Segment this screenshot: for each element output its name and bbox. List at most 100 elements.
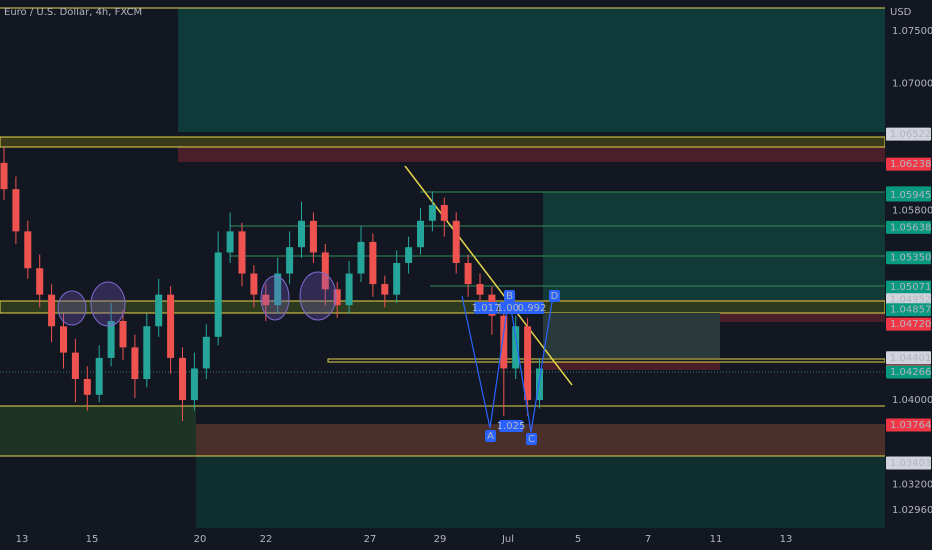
ratio-box — [474, 302, 498, 314]
price-badge-label: 1.04952 — [890, 295, 931, 306]
candle-body — [250, 273, 258, 295]
ratio-box — [520, 302, 544, 314]
time-label: 13 — [16, 534, 29, 545]
price-badge — [886, 188, 931, 202]
candles — [0, 147, 543, 422]
candle-body — [95, 357, 103, 395]
candle-body — [274, 273, 282, 306]
candle-body — [369, 241, 377, 285]
candle-body — [226, 231, 234, 253]
price-badge — [886, 418, 931, 432]
symbol-title: Euro / U.S. Dollar, 4h, FXCM — [4, 7, 142, 18]
candle-body — [321, 252, 329, 290]
ratio-label: 1.017 — [472, 303, 501, 314]
candle-body — [131, 347, 139, 379]
circle — [57, 290, 87, 326]
ratio-label: 0.992 — [518, 303, 547, 314]
price-badge — [886, 157, 931, 171]
price-badge — [886, 317, 931, 331]
pattern: A B C D 1.017 1.009 0.992 1.025 — [461, 290, 560, 445]
price-badge-label: 1.03403 — [890, 458, 931, 469]
time-label: 20 — [194, 534, 207, 545]
price-badge — [886, 365, 931, 379]
time-label: 15 — [86, 534, 99, 545]
zone — [543, 192, 885, 300]
candle-body — [298, 220, 305, 248]
zone — [543, 362, 720, 370]
candle-body — [393, 262, 401, 295]
price-badge — [886, 293, 931, 307]
candle-body — [381, 284, 389, 295]
price-tick-label: 1.07500 — [892, 26, 932, 37]
price-badge-label: 1.03764 — [890, 420, 931, 431]
price-badge — [886, 456, 931, 470]
candle-body — [190, 368, 198, 401]
candle-body — [536, 368, 543, 401]
candle-body — [36, 268, 44, 295]
circle — [90, 281, 126, 327]
candle-body — [417, 220, 424, 248]
price-badge-label: 1.05071 — [890, 282, 931, 293]
price-badge-label: 1.05945 — [890, 190, 931, 201]
pattern-point — [549, 290, 560, 302]
zone — [543, 313, 720, 358]
price-badge-label: 1.04266 — [890, 367, 931, 378]
price-badge-label: 1.04720 — [890, 319, 931, 330]
zone — [0, 406, 196, 456]
candle-body — [83, 378, 91, 395]
level-line — [327, 358, 886, 363]
zone — [196, 424, 885, 456]
time-label: 13 — [780, 534, 793, 545]
candle-body — [143, 326, 151, 379]
candle-body — [202, 336, 210, 369]
price-badge — [886, 303, 931, 317]
zone — [178, 8, 885, 132]
highlights — [57, 271, 337, 327]
time-label: 11 — [710, 534, 723, 545]
zone — [0, 136, 886, 148]
time-axis — [0, 528, 885, 550]
pattern-label: B — [506, 291, 513, 302]
candle-body — [357, 241, 365, 274]
candle-body — [167, 294, 175, 358]
candle-body — [119, 320, 127, 348]
price-badge-label: 1.06522 — [890, 129, 931, 140]
ratio-box — [499, 420, 523, 432]
currency: USD — [890, 7, 912, 18]
candle-body — [500, 315, 508, 369]
time-label: 5 — [575, 534, 581, 545]
ratio-label: 1.025 — [497, 421, 526, 432]
candle-body — [107, 320, 115, 358]
price-tick-label: 1.04000 — [892, 395, 932, 406]
candle-body — [345, 273, 353, 306]
candle-body — [428, 204, 436, 221]
price-badge — [886, 251, 931, 265]
candle-body — [60, 326, 67, 353]
pattern-point — [485, 430, 496, 442]
pattern-label: A — [487, 431, 494, 442]
price-badge — [886, 280, 931, 294]
price-badge-label: 1.06238 — [890, 159, 931, 170]
price-tick-label: 1.07000 — [892, 79, 932, 90]
candle-body — [286, 247, 294, 274]
pattern-label: C — [528, 434, 535, 445]
candle-body — [524, 326, 532, 401]
price-badge — [886, 127, 931, 141]
price-badge-label: 1.05350 — [890, 253, 931, 264]
pattern-label: D — [551, 291, 559, 302]
ratio-box — [499, 302, 523, 314]
price-tick-label: 1.05800 — [892, 205, 932, 216]
candle-body — [476, 284, 484, 295]
pattern-point — [526, 433, 537, 445]
zone — [0, 300, 886, 314]
price-tick-label: 1.03200 — [892, 479, 932, 490]
price-tick-label: 1.02960 — [892, 505, 932, 516]
pattern-point — [504, 290, 515, 302]
price-badge-label: 1.05638 — [890, 222, 931, 233]
zone — [178, 147, 885, 162]
time-label: 7 — [645, 534, 651, 545]
circle — [299, 271, 337, 321]
candle-body — [262, 294, 270, 306]
price-badge — [886, 351, 931, 365]
